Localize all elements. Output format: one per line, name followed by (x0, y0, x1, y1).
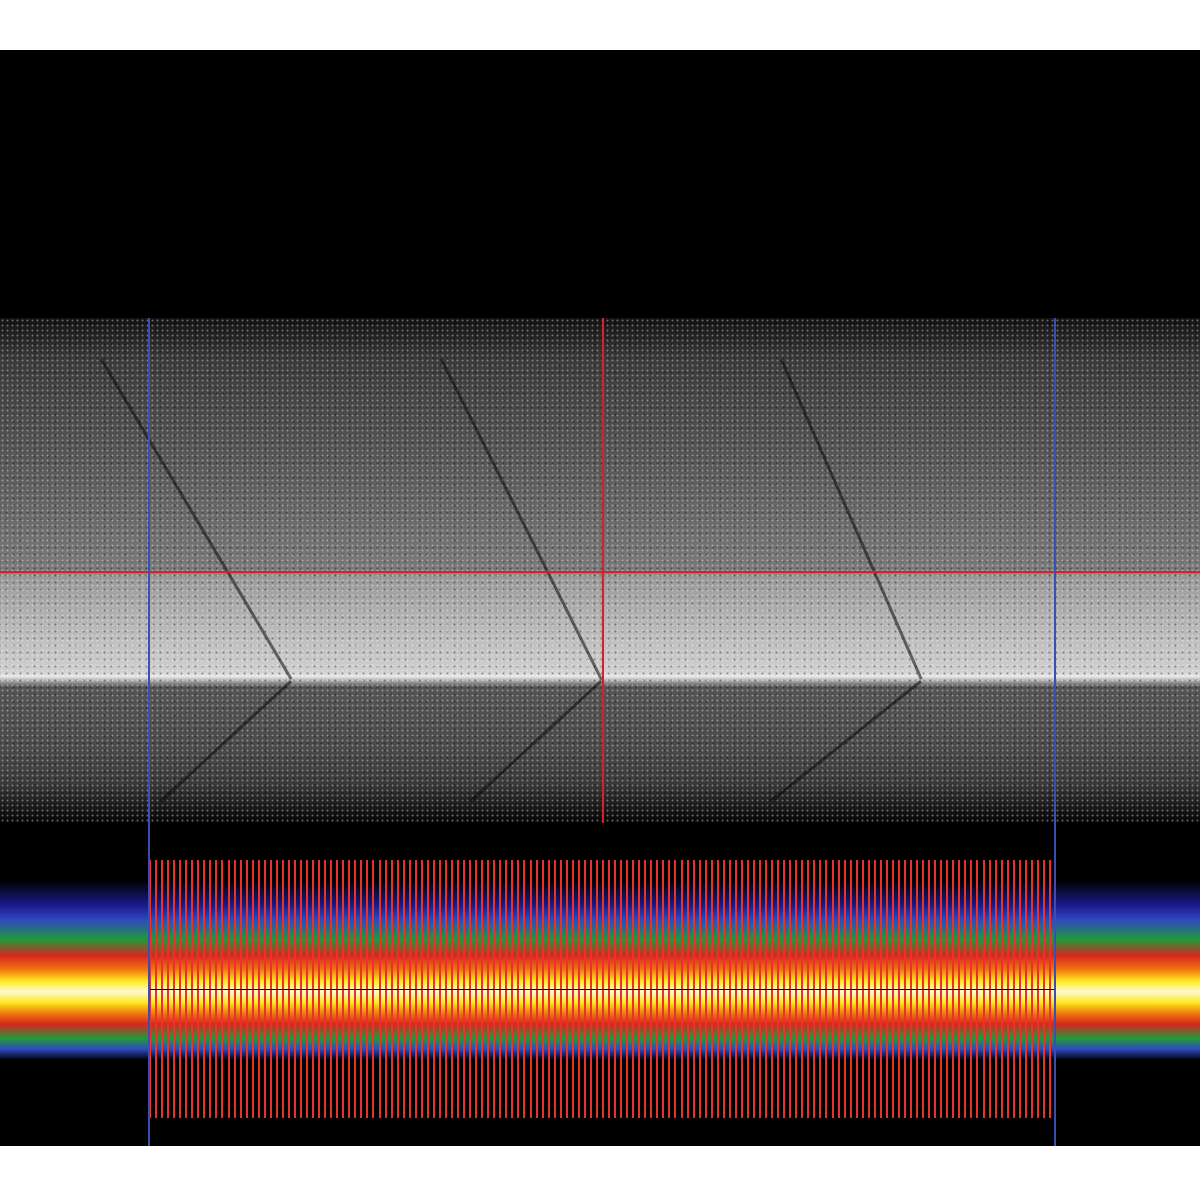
crosshair-horizontal (0, 571, 1200, 573)
microscopy-band (0, 318, 1200, 823)
speckle-texture (0, 318, 1200, 823)
left-boundary-line[interactable] (148, 318, 150, 1146)
intensity-heatmap (0, 880, 1200, 1060)
right-boundary-line[interactable] (1054, 318, 1056, 1146)
centerline (149, 989, 1055, 990)
crosshair-vertical (602, 318, 604, 823)
